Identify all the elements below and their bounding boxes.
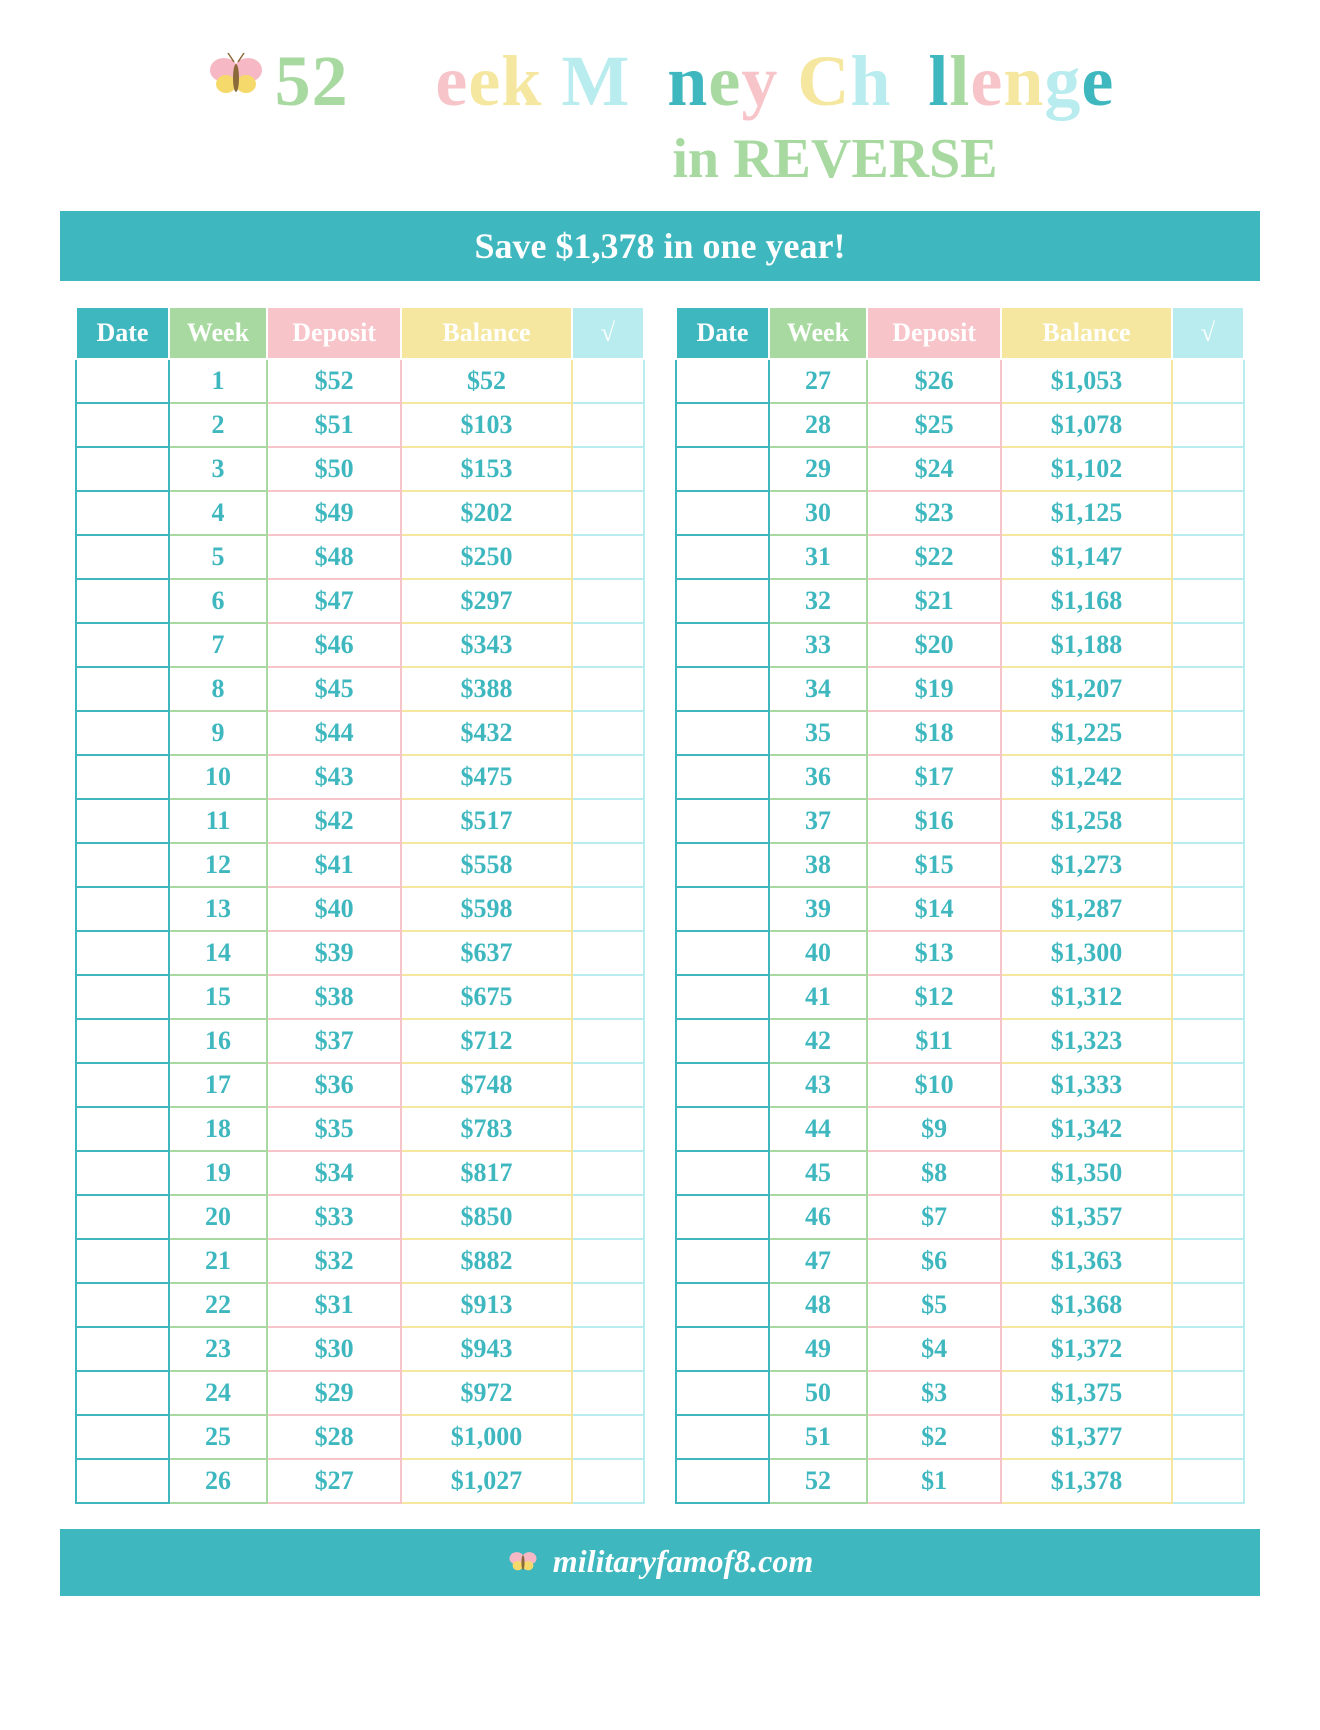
table-row: 29$24$1,102 [676,447,1244,491]
table-row: 12$41$558 [76,843,644,887]
table-row: 25$28$1,000 [76,1415,644,1459]
table-row: 32$21$1,168 [676,579,1244,623]
table-row: 36$17$1,242 [676,755,1244,799]
table-row: 49$4$1,372 [676,1327,1244,1371]
col-header-balance: Balance [401,307,571,359]
subtitle: in REVERSE [410,127,1260,191]
table-row: 38$15$1,273 [676,843,1244,887]
col-header-balance: Balance [1001,307,1171,359]
savings-table-left: DateWeekDepositBalance√1$52$522$51$1033$… [75,306,645,1504]
table-row: 14$39$637 [76,931,644,975]
table-row: 2$51$103 [76,403,644,447]
table-row: 1$52$52 [76,359,644,403]
col-header-date: Date [76,307,169,359]
table-row: 44$9$1,342 [676,1107,1244,1151]
main-title: 52 Week Money Challenge [275,41,1115,121]
table-row: 5$48$250 [76,535,644,579]
table-row: 22$31$913 [76,1283,644,1327]
col-header-check: √ [1172,307,1244,359]
table-row: 10$43$475 [76,755,644,799]
table-row: 18$35$783 [76,1107,644,1151]
table-row: 21$32$882 [76,1239,644,1283]
col-header-week: Week [169,307,267,359]
table-row: 46$7$1,357 [676,1195,1244,1239]
table-row: 24$29$972 [76,1371,644,1415]
table-row: 19$34$817 [76,1151,644,1195]
table-row: 23$30$943 [76,1327,644,1371]
savings-table-right: DateWeekDepositBalance√27$26$1,05328$25$… [675,306,1245,1504]
save-banner: Save $1,378 in one year! [60,211,1260,281]
table-row: 17$36$748 [76,1063,644,1107]
footer-text: militaryfamof8.com [553,1543,813,1579]
table-row: 3$50$153 [76,447,644,491]
table-row: 45$8$1,350 [676,1151,1244,1195]
table-row: 26$27$1,027 [76,1459,644,1503]
col-header-date: Date [676,307,769,359]
table-row: 43$10$1,333 [676,1063,1244,1107]
title-block: 52 Week Money Challenge in REVERSE [60,40,1260,191]
table-row: 15$38$675 [76,975,644,1019]
col-header-check: √ [572,307,644,359]
table-row: 41$12$1,312 [676,975,1244,1019]
table-row: 39$14$1,287 [676,887,1244,931]
table-row: 35$18$1,225 [676,711,1244,755]
table-row: 51$2$1,377 [676,1415,1244,1459]
table-row: 4$49$202 [76,491,644,535]
table-row: 52$1$1,378 [676,1459,1244,1503]
butterfly-icon [507,1548,539,1582]
table-row: 31$22$1,147 [676,535,1244,579]
tables-container: DateWeekDepositBalance√1$52$522$51$1033$… [60,306,1260,1504]
table-row: 28$25$1,078 [676,403,1244,447]
col-header-deposit: Deposit [267,307,401,359]
table-row: 48$5$1,368 [676,1283,1244,1327]
table-row: 40$13$1,300 [676,931,1244,975]
table-row: 6$47$297 [76,579,644,623]
butterfly-icon [206,50,266,112]
table-row: 8$45$388 [76,667,644,711]
table-row: 9$44$432 [76,711,644,755]
table-row: 34$19$1,207 [676,667,1244,711]
table-row: 16$37$712 [76,1019,644,1063]
table-row: 27$26$1,053 [676,359,1244,403]
table-row: 20$33$850 [76,1195,644,1239]
table-row: 50$3$1,375 [676,1371,1244,1415]
table-row: 42$11$1,323 [676,1019,1244,1063]
table-row: 7$46$343 [76,623,644,667]
table-row: 33$20$1,188 [676,623,1244,667]
table-row: 13$40$598 [76,887,644,931]
footer-bar: militaryfamof8.com [60,1529,1260,1596]
table-row: 37$16$1,258 [676,799,1244,843]
col-header-week: Week [769,307,867,359]
col-header-deposit: Deposit [867,307,1001,359]
table-row: 30$23$1,125 [676,491,1244,535]
table-row: 47$6$1,363 [676,1239,1244,1283]
table-row: 11$42$517 [76,799,644,843]
